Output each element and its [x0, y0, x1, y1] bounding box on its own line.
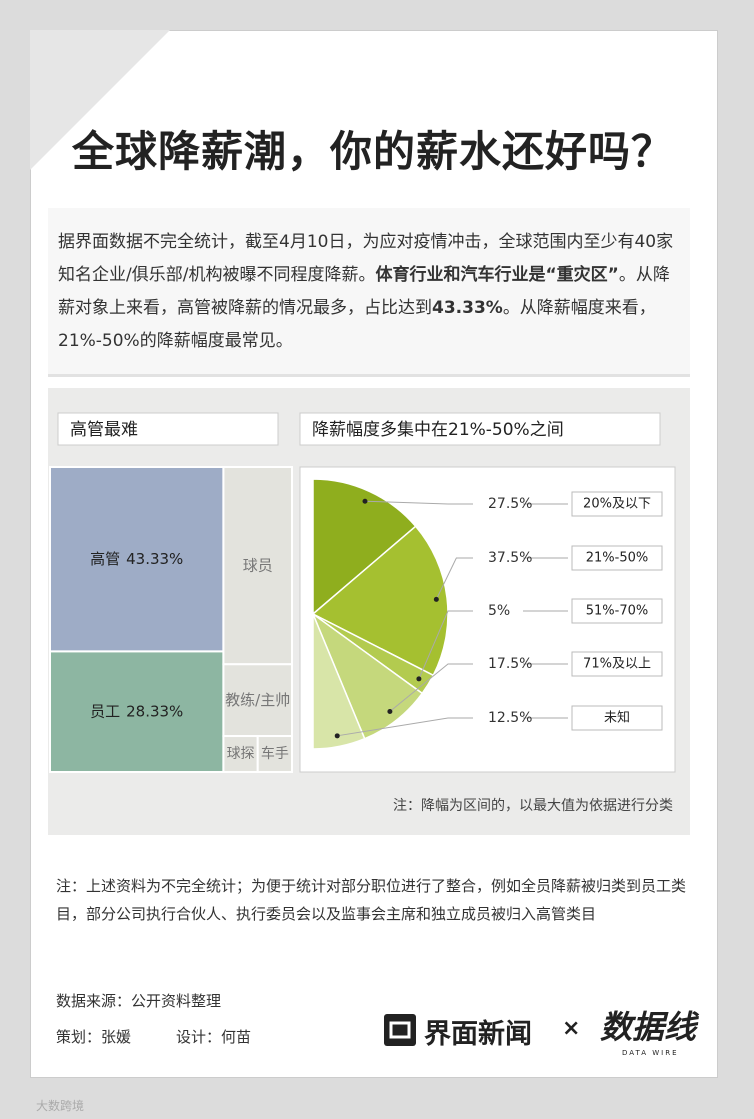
cell-label: 高管 43.33% — [90, 550, 183, 568]
pie-slice — [312, 613, 366, 750]
treemap-cell — [222, 663, 294, 738]
cell-category: 教练/主帅 — [225, 691, 290, 709]
leader-dot — [433, 596, 439, 602]
category-box — [571, 651, 663, 677]
corner — [30, 30, 170, 170]
intro-text: 据界面数据不完全统计，截至4月10日，为应对疫情冲击，全球范围内至少有40家知名… — [58, 232, 674, 285]
cell-label: 教练/主帅 — [225, 691, 290, 709]
cell-category: 球探 — [227, 746, 255, 762]
leader-line — [435, 557, 568, 600]
logo-times: × — [562, 1016, 581, 1041]
category-label: 21%-50% — [586, 551, 648, 566]
treemap-cell — [49, 466, 225, 653]
intro-text: 。从降薪对象上来看，高管被降薪的情况最多，占比达到 — [58, 265, 670, 318]
cell-label: 车手 — [261, 745, 289, 762]
cell-value: 28.33% — [126, 702, 183, 720]
cell-category: 球员 — [243, 556, 273, 574]
value-label: 37.5% — [488, 550, 532, 566]
cell-category: 员工 — [90, 702, 120, 720]
notes: 注：上述资料为不完全统计；为便于统计对部分职位进行了整合，例如全员降薪被归类到员… — [56, 877, 687, 923]
logo-icon — [384, 1014, 416, 1046]
heading: 降薪幅度多集中在21%-50%之间 — [312, 420, 564, 440]
value-label: 12.5% — [488, 710, 532, 726]
leader-cover — [473, 654, 523, 674]
cell-category: 车手 — [261, 745, 289, 762]
category-box — [571, 491, 663, 517]
heading-box — [299, 412, 661, 446]
category-box — [571, 705, 663, 731]
leader-cover — [473, 548, 523, 568]
category-box — [571, 598, 663, 624]
treemap-cell — [256, 735, 294, 774]
heading: 高管最难 — [70, 420, 138, 440]
intro-text: 。从降薪幅度来看，21%-50%的降薪幅度最常见。 — [58, 298, 656, 351]
value-label: 17.5% — [488, 656, 532, 672]
treemap-cell — [49, 650, 225, 773]
category-label: 20%及以下 — [583, 497, 651, 512]
category-label: 未知 — [604, 710, 630, 726]
logo-partner: 数据线 — [600, 1008, 697, 1046]
pie-slice — [312, 478, 417, 616]
leader-line — [337, 717, 568, 737]
leader-line — [418, 610, 568, 680]
cell-label: 球探 — [227, 746, 255, 762]
credit: 策划：张媛 — [56, 1028, 132, 1046]
cell-category: 高管 — [90, 550, 120, 568]
leader-dot — [416, 676, 422, 682]
value-label: 27.5% — [488, 496, 532, 512]
logo-name: 界面新闻 — [424, 1019, 532, 1050]
category-box — [571, 545, 663, 571]
logo-partner-en: DATA WIRE — [622, 1049, 679, 1057]
leader-dot — [387, 709, 393, 715]
leader-dot — [334, 733, 340, 739]
source: 数据来源：公开资料整理 — [56, 992, 222, 1010]
title: 全球降薪潮，你的薪水还好吗？ — [71, 127, 674, 176]
treemap-cell — [222, 466, 294, 666]
heading-box — [57, 412, 279, 446]
leader-line — [364, 500, 568, 505]
intro: 据界面数据不完全统计，截至4月10日，为应对疫情冲击，全球范围内至少有40家知名… — [48, 208, 690, 377]
cell-label: 球员 — [243, 556, 273, 574]
leader-cover — [473, 494, 523, 514]
pie-slice — [311, 525, 449, 677]
pie-note: 注：降幅为区间的，以最大值为依据进行分类 — [393, 798, 673, 814]
credit: 设计：何苗 — [176, 1028, 252, 1046]
watermark: 大数跨境 — [36, 1099, 85, 1113]
intro-text: 43.33% — [432, 298, 503, 318]
treemap-cell — [222, 735, 259, 774]
category-label: 51%-70% — [586, 604, 648, 619]
leader-line — [389, 663, 568, 712]
intro-text: 体育行业和汽车行业是“重灾区” — [375, 265, 619, 285]
leader-cover — [473, 708, 523, 728]
value-label: 5% — [488, 603, 510, 619]
cell-label: 员工 28.33% — [90, 702, 183, 720]
leader-dot — [362, 498, 368, 504]
cell-value: 43.33% — [126, 550, 183, 568]
category-label: 71%及以上 — [583, 657, 651, 672]
leader-cover — [473, 601, 523, 621]
